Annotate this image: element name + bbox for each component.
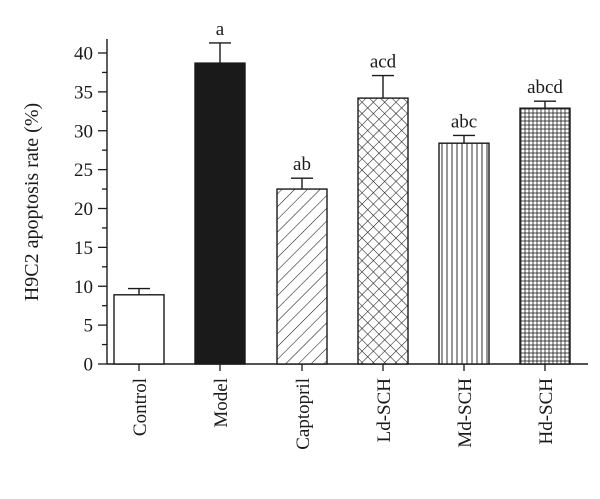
bar-ld-sch xyxy=(357,97,409,365)
y-tick-label: 10 xyxy=(74,277,93,298)
x-category-label: Hd-SCH xyxy=(536,378,557,445)
bar-model xyxy=(194,62,246,365)
x-category-label: Captopril xyxy=(293,378,314,450)
y-tick-label: 35 xyxy=(74,82,93,103)
x-category-label: Md-SCH xyxy=(455,378,476,448)
significance-label: a xyxy=(216,19,225,40)
axes: 0 5 10 15 20 25 30 35 40 xyxy=(74,39,588,376)
y-axis-title: H9C2 apoptosis rate (%) xyxy=(21,103,43,301)
y-tick-label: 40 xyxy=(74,44,93,65)
significance-label: ab xyxy=(293,154,311,175)
x-category-label: Ld-SCH xyxy=(374,378,395,443)
significance-label: abcd xyxy=(527,77,563,98)
bar-md-sch xyxy=(438,142,490,365)
y-tick-label: 15 xyxy=(74,238,93,259)
significance-label: acd xyxy=(370,52,397,73)
y-tick-label: 0 xyxy=(84,355,94,376)
significance-label: abc xyxy=(451,111,477,132)
labels: Control a Model ab Captopril acd Ld-SCH abc Md-S… xyxy=(130,19,563,450)
bar-control xyxy=(113,294,165,365)
y-tick-label: 20 xyxy=(74,199,93,220)
x-category-label: Model xyxy=(211,378,232,428)
y-tick-label: 25 xyxy=(74,160,93,181)
x-category-label: Control xyxy=(130,378,151,436)
bars xyxy=(113,42,571,365)
y-tick-label: 5 xyxy=(84,316,94,337)
bar-hd-sch xyxy=(519,107,571,365)
y-tick-label: 30 xyxy=(74,121,93,142)
bar-captopril xyxy=(276,188,328,365)
